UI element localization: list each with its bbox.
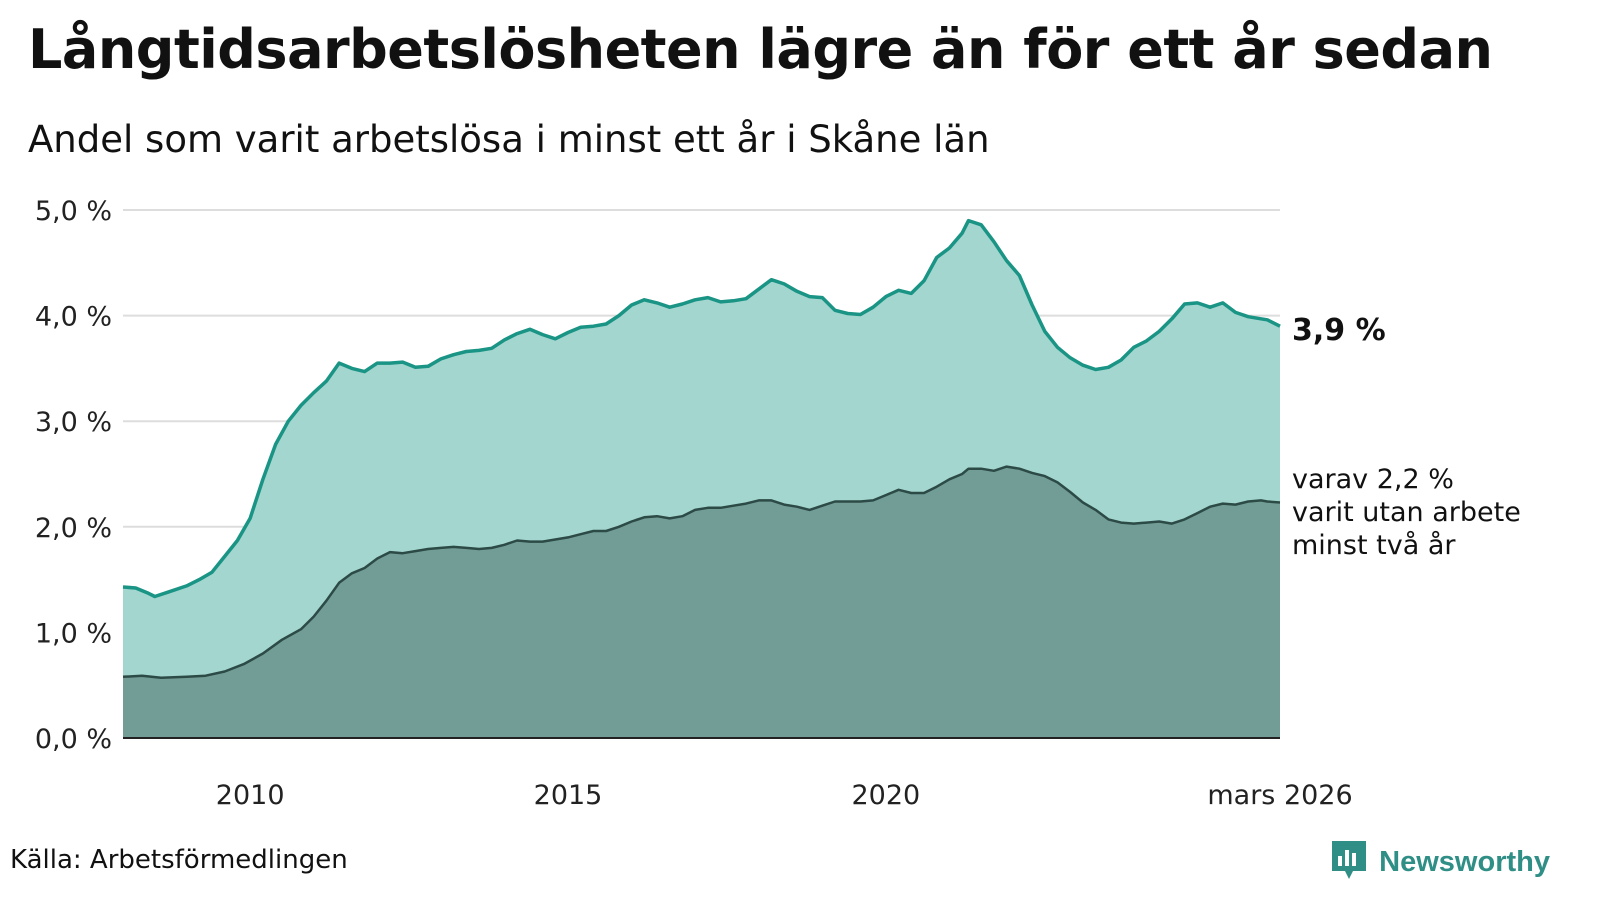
y-tick-label: 3,0 % [35,407,112,438]
chart-title: Långtidsarbetslösheten lägre än för ett … [28,18,1493,81]
annotation-line: minst två år [1292,530,1456,561]
axis-layer: 0,0 % 1,0 % 2,0 % 3,0 % 4,0 % 5,0 % 2010 2015 20… [35,196,1353,811]
end-value-label: 3,9 % [1292,313,1386,348]
area-series-2 [123,466,1280,738]
x-tick-label: mars 2026 [1207,780,1352,811]
x-tick-label: 2020 [851,780,920,811]
brand-logo[interactable]: Newsworthy [1329,838,1550,886]
newsworthy-logo-icon [1329,838,1369,886]
annotation-line: varit utan arbete [1292,497,1521,528]
area-layer [122,218,1281,739]
y-tick-label: 2,0 % [35,513,112,544]
y-tick-label: 4,0 % [35,302,112,333]
line-series-1 [122,218,1281,599]
chart-subtitle: Andel som varit arbetslösa i minst ett å… [28,118,990,161]
source-note: Källa: Arbetsförmedlingen [10,845,348,875]
x-tick-label: 2015 [534,780,603,811]
annotation-line: varav 2,2 % [1292,464,1454,495]
x-tick-label: 2010 [216,780,285,811]
line-series-2 [122,465,1281,680]
y-tick-label: 0,0 % [35,724,112,755]
y-tick-label: 1,0 % [35,618,112,649]
brand-name: Newsworthy [1379,845,1550,878]
y-tick-label: 5,0 % [35,196,112,227]
